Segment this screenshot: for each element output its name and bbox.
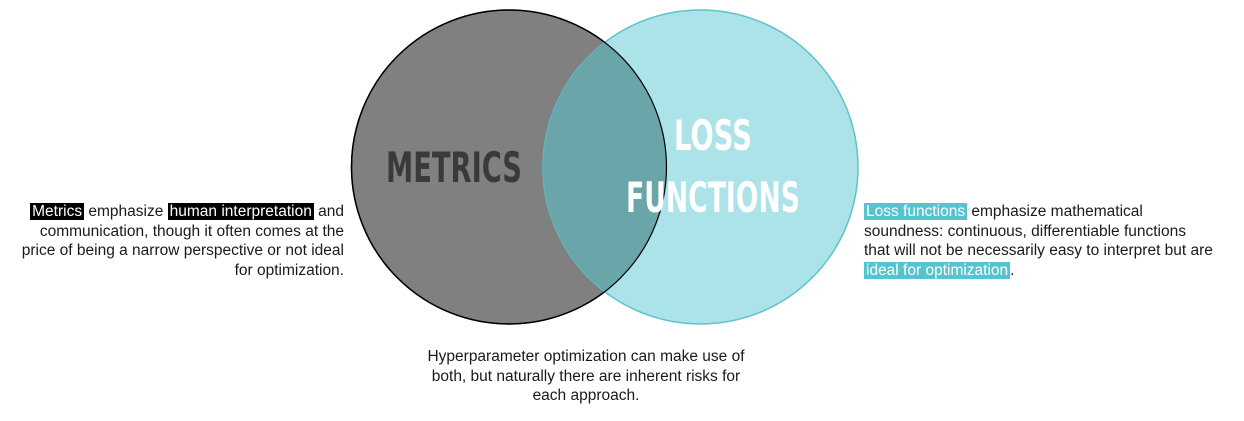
metrics-description-text-2: and communication, though it often comes… xyxy=(21,203,344,279)
metrics-highlight: Metrics xyxy=(30,203,85,220)
metrics-description-text-1: emphasize xyxy=(84,203,168,220)
metrics-label: METRICS xyxy=(386,143,522,192)
loss-description-text-2: . xyxy=(1010,261,1015,279)
ideal-for-optimization-highlight: ideal for optimization xyxy=(864,261,1011,279)
metrics-description: Metrics emphasize human interpretation a… xyxy=(14,202,344,280)
loss-functions-description: Loss functions emphasize mathematical so… xyxy=(864,202,1214,280)
overlap-region xyxy=(543,10,667,324)
metrics-circle-outline xyxy=(350,9,668,325)
loss-description-text-1: emphasize mathematical soundness: contin… xyxy=(864,203,1213,259)
human-interpretation-highlight: human interpretation xyxy=(167,203,314,220)
loss-functions-highlight: Loss functions xyxy=(864,203,968,220)
hyperparameter-note: Hyperparameter optimization can make use… xyxy=(427,348,745,404)
functions-label: FUNCTIONS xyxy=(626,173,800,222)
loss-label: LOSS xyxy=(674,111,752,160)
